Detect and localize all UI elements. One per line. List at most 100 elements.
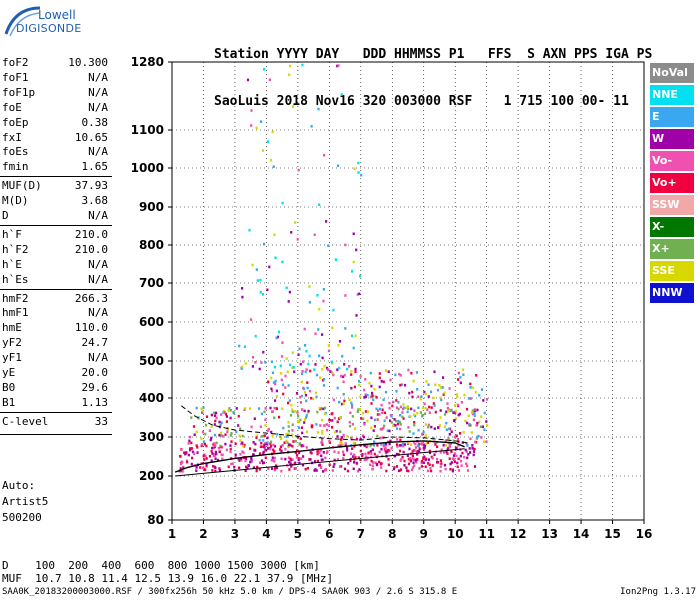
echo-point bbox=[427, 458, 430, 461]
echo-point bbox=[281, 260, 284, 264]
echo-point bbox=[448, 387, 451, 390]
param-value: N/A bbox=[88, 272, 108, 286]
echo-point bbox=[301, 408, 304, 411]
echo-point bbox=[209, 438, 212, 442]
echo-point bbox=[316, 452, 319, 456]
echo-point bbox=[463, 455, 466, 459]
echo-point bbox=[440, 386, 443, 390]
echo-point bbox=[229, 447, 232, 451]
param-value: 29.6 bbox=[81, 380, 109, 394]
echo-point bbox=[212, 464, 215, 468]
param-value: N/A bbox=[88, 145, 108, 159]
echo-point bbox=[342, 380, 345, 384]
echo-point bbox=[260, 361, 263, 364]
echo-point bbox=[319, 424, 322, 427]
echo-point bbox=[456, 465, 459, 469]
echo-point bbox=[192, 425, 196, 428]
echo-point bbox=[241, 365, 244, 369]
echo-point bbox=[453, 460, 456, 463]
echo-point bbox=[409, 459, 412, 463]
echo-point bbox=[332, 398, 335, 402]
echo-point bbox=[346, 469, 349, 473]
echo-point bbox=[399, 413, 402, 417]
echo-point bbox=[205, 464, 208, 468]
echo-point bbox=[412, 379, 415, 383]
echo-point bbox=[318, 354, 321, 358]
echo-point bbox=[414, 446, 417, 449]
echo-point bbox=[369, 444, 372, 448]
echo-point bbox=[444, 467, 447, 471]
param-row: B1 1.13 bbox=[0, 396, 112, 411]
echo-point bbox=[402, 444, 405, 448]
param-label: h`F bbox=[2, 227, 22, 241]
echo-point bbox=[285, 432, 288, 436]
echo-point bbox=[259, 278, 262, 282]
echo-point bbox=[365, 458, 368, 461]
echo-point bbox=[298, 347, 301, 351]
echo-point bbox=[359, 449, 362, 453]
echo-point bbox=[438, 424, 441, 427]
echo-point bbox=[474, 390, 477, 394]
echo-point bbox=[361, 411, 364, 415]
echo-point bbox=[204, 432, 207, 436]
echo-point bbox=[338, 400, 341, 404]
echo-point bbox=[413, 449, 416, 452]
echo-point bbox=[208, 429, 211, 432]
echo-point bbox=[383, 424, 386, 428]
echo-point bbox=[397, 469, 401, 473]
echo-point bbox=[465, 442, 468, 445]
echo-point bbox=[350, 437, 353, 441]
echo-point bbox=[336, 368, 339, 371]
param-value: 24.7 bbox=[81, 336, 109, 350]
echo-point bbox=[413, 409, 416, 412]
echo-point bbox=[218, 469, 222, 472]
echo-point bbox=[443, 425, 447, 428]
echo-point bbox=[432, 436, 435, 440]
echo-point bbox=[351, 334, 354, 338]
x-tick-label: 11 bbox=[478, 527, 495, 541]
echo-point bbox=[230, 462, 233, 466]
param-row: M(D) 3.68 bbox=[0, 194, 112, 209]
echo-point bbox=[376, 444, 379, 447]
echo-point bbox=[337, 64, 340, 67]
echo-point bbox=[261, 434, 264, 438]
echo-point bbox=[266, 140, 269, 143]
echo-point bbox=[258, 452, 262, 455]
echo-point bbox=[251, 263, 254, 267]
echo-point bbox=[303, 421, 306, 424]
echo-point bbox=[412, 432, 415, 435]
echo-point bbox=[439, 465, 442, 468]
echo-point bbox=[403, 443, 407, 446]
echo-point bbox=[229, 444, 232, 447]
echo-point bbox=[351, 447, 354, 450]
echo-point bbox=[424, 392, 427, 396]
echo-point bbox=[442, 393, 445, 396]
echo-point bbox=[419, 397, 422, 401]
echo-point bbox=[297, 168, 300, 172]
echo-point bbox=[478, 420, 481, 424]
echo-point bbox=[388, 406, 391, 410]
echo-point bbox=[307, 409, 310, 413]
y-tick-label: 1100 bbox=[131, 123, 164, 137]
echo-point bbox=[434, 410, 437, 414]
echo-point bbox=[407, 462, 411, 466]
echo-point bbox=[357, 161, 360, 165]
echo-point bbox=[443, 391, 446, 395]
echo-point bbox=[432, 402, 435, 405]
echo-point bbox=[349, 411, 352, 415]
echo-point bbox=[396, 445, 399, 448]
param-label: D bbox=[2, 209, 9, 222]
echo-point bbox=[356, 410, 359, 413]
echo-point bbox=[274, 256, 277, 260]
y-tick-label: 1280 bbox=[131, 55, 164, 69]
echo-point bbox=[457, 413, 460, 417]
echo-point bbox=[380, 447, 383, 451]
param-value: 3.68 bbox=[81, 194, 109, 208]
echo-point bbox=[221, 457, 224, 461]
echo-point bbox=[327, 244, 330, 247]
echo-point bbox=[446, 406, 449, 410]
echo-point bbox=[274, 464, 278, 467]
echo-point bbox=[450, 461, 453, 464]
echo-point bbox=[471, 386, 474, 389]
echo-point bbox=[332, 465, 335, 468]
